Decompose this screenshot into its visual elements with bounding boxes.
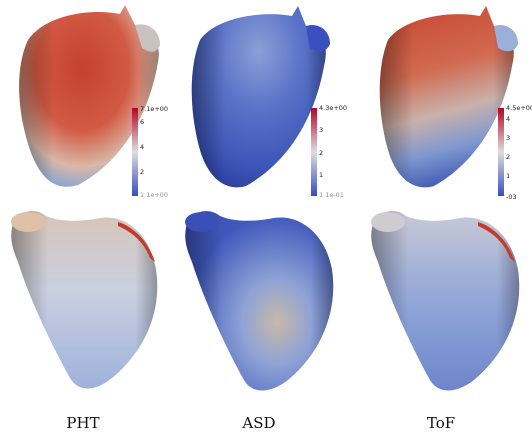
pht-colorbar-tick: 4 xyxy=(140,143,144,151)
tof-colorbar: 4.5e+00 4 3 2 1 -03 xyxy=(498,104,532,201)
pht-colorbar-min: 1.1e+00 xyxy=(140,191,168,199)
asd-colorbar-max: 4.3e+00 xyxy=(319,104,347,112)
pht-colorbar: 7.1e+00 6 4 2 1.1e+00 xyxy=(132,105,168,199)
asd-colorbar-tick: 2 xyxy=(319,149,323,157)
tof-bottom-mesh xyxy=(371,211,520,391)
column-label-pht: PHT xyxy=(66,414,100,432)
pht-bottom-mesh xyxy=(11,211,158,389)
asd-colorbar-tick: 1 xyxy=(319,171,323,179)
pht-colorbar-tick: 2 xyxy=(140,168,144,176)
tof-colorbar-tick: 3 xyxy=(506,134,510,142)
column-label-tof: ToF xyxy=(426,414,456,432)
asd-colorbar: 4.3e+00 3 2 1 1.1e-01 xyxy=(311,104,347,199)
column-label-asd: ASD xyxy=(242,414,276,432)
asd-top-mesh xyxy=(191,6,330,188)
tof-colorbar-min: -03 xyxy=(506,193,517,201)
asd-colorbar-tick: 3 xyxy=(319,126,323,134)
tof-top-mesh xyxy=(379,6,518,188)
asd-colorbar-min: 1.1e-01 xyxy=(319,191,344,199)
pht-top-mesh xyxy=(19,5,160,187)
tof-colorbar-tick: 4 xyxy=(506,115,510,123)
tof-colorbar-tick: 2 xyxy=(506,153,510,161)
pht-colorbar-tick: 6 xyxy=(140,118,144,126)
tof-colorbar-tick: 1 xyxy=(506,172,510,180)
pht-colorbar-max: 7.1e+00 xyxy=(140,105,168,113)
asd-bottom-mesh xyxy=(185,211,334,391)
tof-colorbar-max: 4.5e+00 xyxy=(506,104,532,112)
